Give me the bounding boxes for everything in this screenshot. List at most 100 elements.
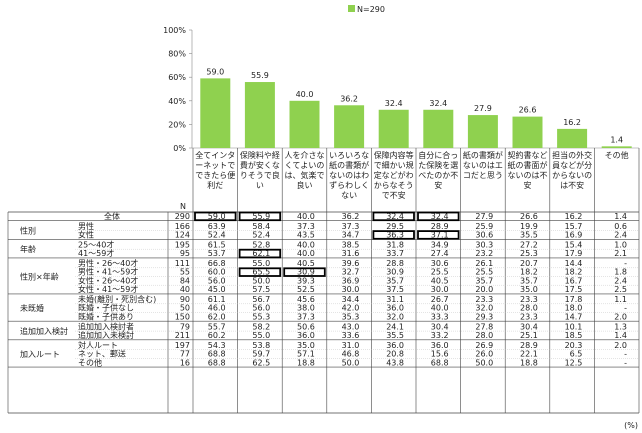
column-header: いろいろな紙の書類がないのはわずらわしくない [329,151,370,200]
row-n: 197 [175,341,190,350]
cell-value: 23.3 [475,295,493,304]
cell-value: 46.8 [342,350,360,359]
column-header: その他 [604,151,629,160]
y-tick-label: 0% [173,144,186,153]
bar-9 [557,128,588,148]
cell-value: 20.0 [475,285,493,294]
cell-value: 53.7 [208,249,226,258]
cell-value: 35.5 [520,231,538,240]
cell-value: 2.1 [614,249,627,258]
bar-value-label: 36.2 [340,94,358,103]
column-header: 全てインターネットでできたら便利だ [195,151,236,190]
cell-value: 56.0 [252,304,270,313]
cell-value: 20.8 [386,350,404,359]
row-n: 166 [175,222,190,231]
row-label: 全体 [104,211,120,221]
cell-value: 35.7 [520,276,538,285]
cell-value: 27.4 [431,249,449,258]
cell-value: 68.8 [208,350,226,359]
cell-value: 23.3 [520,295,538,304]
group-label: 加入ルート [20,349,60,359]
column-header: 人を介さなくてよいのは、気楽で良い [284,151,325,190]
highlight-box [417,211,460,222]
cell-value: 26.9 [475,341,493,350]
row-label: ネット、郵送 [78,349,126,359]
cell-value: 52.5 [297,285,315,294]
row-label: 41～59才 [78,248,114,258]
cell-value: 58.4 [252,222,270,231]
cell-value: 35.5 [386,331,404,340]
bar-value-label: 32.4 [385,99,403,108]
cell-value: 17.5 [565,285,583,294]
cell-value: 40.0 [431,304,449,313]
cell-value: 57.1 [297,350,315,359]
cell-value: 56.0 [208,276,226,285]
highlight-box [238,267,282,277]
highlight-box [283,267,326,277]
cell-value: 30.0 [431,285,449,294]
y-tick-label: 20% [168,120,186,129]
cell-value: 55.3 [252,312,270,321]
cell-value: 18.5 [565,331,583,340]
unit-label: (%) [624,421,638,430]
column-header: 自分に合った保険を選べたのか不安 [418,151,459,190]
cell-value: 1.1 [614,295,627,304]
cell-value: 28.9 [520,341,538,350]
cell-value: 68.8 [208,358,226,367]
bar-value-label: 1.4 [610,135,623,144]
cell-value: 16.9 [565,231,583,240]
row-n: 50 [180,304,190,313]
group-label: 年齢 [20,244,36,254]
cell-value: 30.0 [342,285,360,294]
cell-value: 32.7 [342,268,360,277]
cell-value: 62.5 [252,358,270,367]
cell-value: 36.2 [342,212,360,221]
cell-value: 35.7 [386,276,404,285]
cell-value: 18.0 [565,304,583,313]
cell-value: 37.5 [386,285,404,294]
bar-8 [512,116,543,148]
cell-value: 45.6 [297,295,315,304]
row-n: 290 [175,212,190,221]
row-label: 追加加入検討者 [78,321,134,331]
highlight-box [417,230,460,240]
cell-value: - [624,259,627,268]
cell-value: 68.8 [431,358,449,367]
cell-value: 26.7 [431,295,449,304]
cell-value: 17.8 [565,295,583,304]
bar-4 [334,105,365,148]
cell-value: 16.7 [565,276,583,285]
cell-value: 37.3 [342,222,360,231]
row-label: 既婚・子供なし [78,303,134,313]
cell-value: 1.4 [614,212,627,221]
cell-value: 37.3 [297,222,315,231]
cell-value: 39.6 [342,259,360,268]
cell-value: 33.7 [386,249,404,258]
cell-value: 55.0 [252,331,270,340]
cell-value: 40.0 [297,249,315,258]
cell-value: 25.3 [520,249,538,258]
highlight-box [372,211,415,222]
cell-value: 0.6 [614,222,627,231]
cell-value: 30.6 [475,231,493,240]
cell-value: 15.4 [565,240,583,249]
cell-value: 63.9 [208,222,226,231]
group-label: 追加加入検討 [20,326,68,336]
cell-value: 25.9 [475,222,493,231]
cell-value: 24.1 [386,322,404,331]
cell-value: 34.7 [342,231,360,240]
cell-value: 30.3 [475,240,493,249]
cell-value: 50.0 [342,358,360,367]
cell-value: 54.3 [208,341,226,350]
row-label: 男性 [78,221,94,231]
cell-value: 15.7 [565,222,583,231]
cell-value: 61.1 [208,295,226,304]
cell-value: 53.8 [252,341,270,350]
cell-value: 26.1 [475,259,493,268]
bar-3 [289,100,320,148]
cell-value: 26.6 [520,212,538,221]
cell-value: 20.7 [520,259,538,268]
cell-value: 46.0 [208,304,226,313]
group-label: 未既婚 [20,303,44,313]
row-label: 女性・26～40才 [78,275,138,285]
